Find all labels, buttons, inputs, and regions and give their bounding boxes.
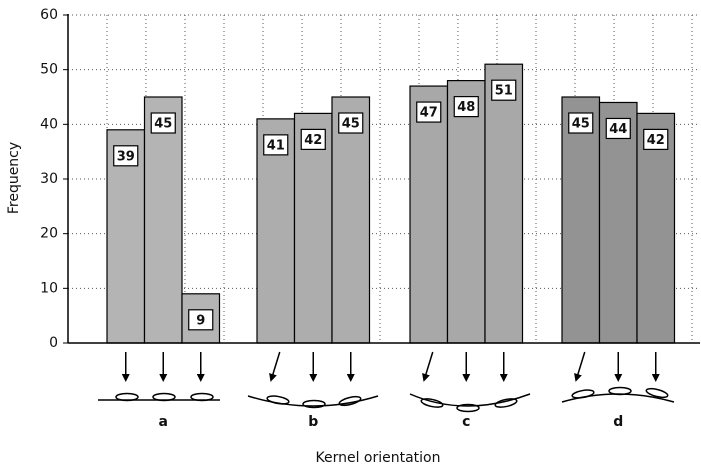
value-label-box <box>643 128 669 150</box>
bar <box>636 112 676 344</box>
value-label-box <box>150 112 176 134</box>
value-label-box <box>263 134 289 156</box>
x-tick-label: d <box>613 414 623 430</box>
y-axis-title: Frequency <box>6 142 22 214</box>
value-label-box <box>605 117 631 140</box>
value-label: 9 <box>196 313 205 328</box>
value-label: 48 <box>457 100 475 115</box>
y-tick-label: 30 <box>40 171 58 187</box>
value-label: 47 <box>420 106 438 121</box>
kernel-diagrams <box>98 386 675 413</box>
x-axis-title: Kernel orientation <box>315 450 440 466</box>
value-label: 45 <box>572 117 590 132</box>
value-label: 39 <box>117 149 135 164</box>
value-label: 44 <box>609 122 627 137</box>
bars: 39 45 9 41 42 45 47 48 51 45 44 42 <box>106 63 676 344</box>
bar <box>293 112 333 344</box>
bar <box>409 85 449 344</box>
arrow <box>269 351 281 382</box>
bar <box>331 96 371 344</box>
y-tick-label: 50 <box>40 62 58 78</box>
value-label-box <box>188 309 214 331</box>
value-label: 45 <box>154 117 172 132</box>
value-label-box <box>113 145 139 167</box>
y-tick-label: 10 <box>40 280 58 296</box>
x-tick-label: a <box>159 414 168 430</box>
value-label: 42 <box>647 133 665 148</box>
value-label-box <box>453 95 479 118</box>
value-label: 45 <box>342 117 360 132</box>
y-tick-label: 40 <box>40 116 58 132</box>
arrow <box>422 351 434 382</box>
arrow <box>574 351 586 382</box>
value-label-box <box>300 128 326 150</box>
x-tick-label: c <box>462 414 470 430</box>
bar <box>561 96 601 344</box>
bar <box>484 63 524 344</box>
value-label-box <box>416 101 442 123</box>
arrows <box>121 351 660 382</box>
x-tick-label: b <box>308 414 318 430</box>
value-label-box <box>568 112 594 134</box>
y-tick-label: 0 <box>49 335 58 351</box>
value-label: 42 <box>304 133 322 148</box>
bar <box>598 101 638 344</box>
value-label-box <box>338 112 364 134</box>
value-label: 41 <box>267 138 285 153</box>
value-label: 51 <box>495 84 513 99</box>
value-label-box <box>491 79 517 101</box>
y-tick-label: 60 <box>40 7 58 23</box>
y-tick-label: 20 <box>40 226 58 242</box>
bar <box>446 79 486 344</box>
bar <box>143 96 183 344</box>
